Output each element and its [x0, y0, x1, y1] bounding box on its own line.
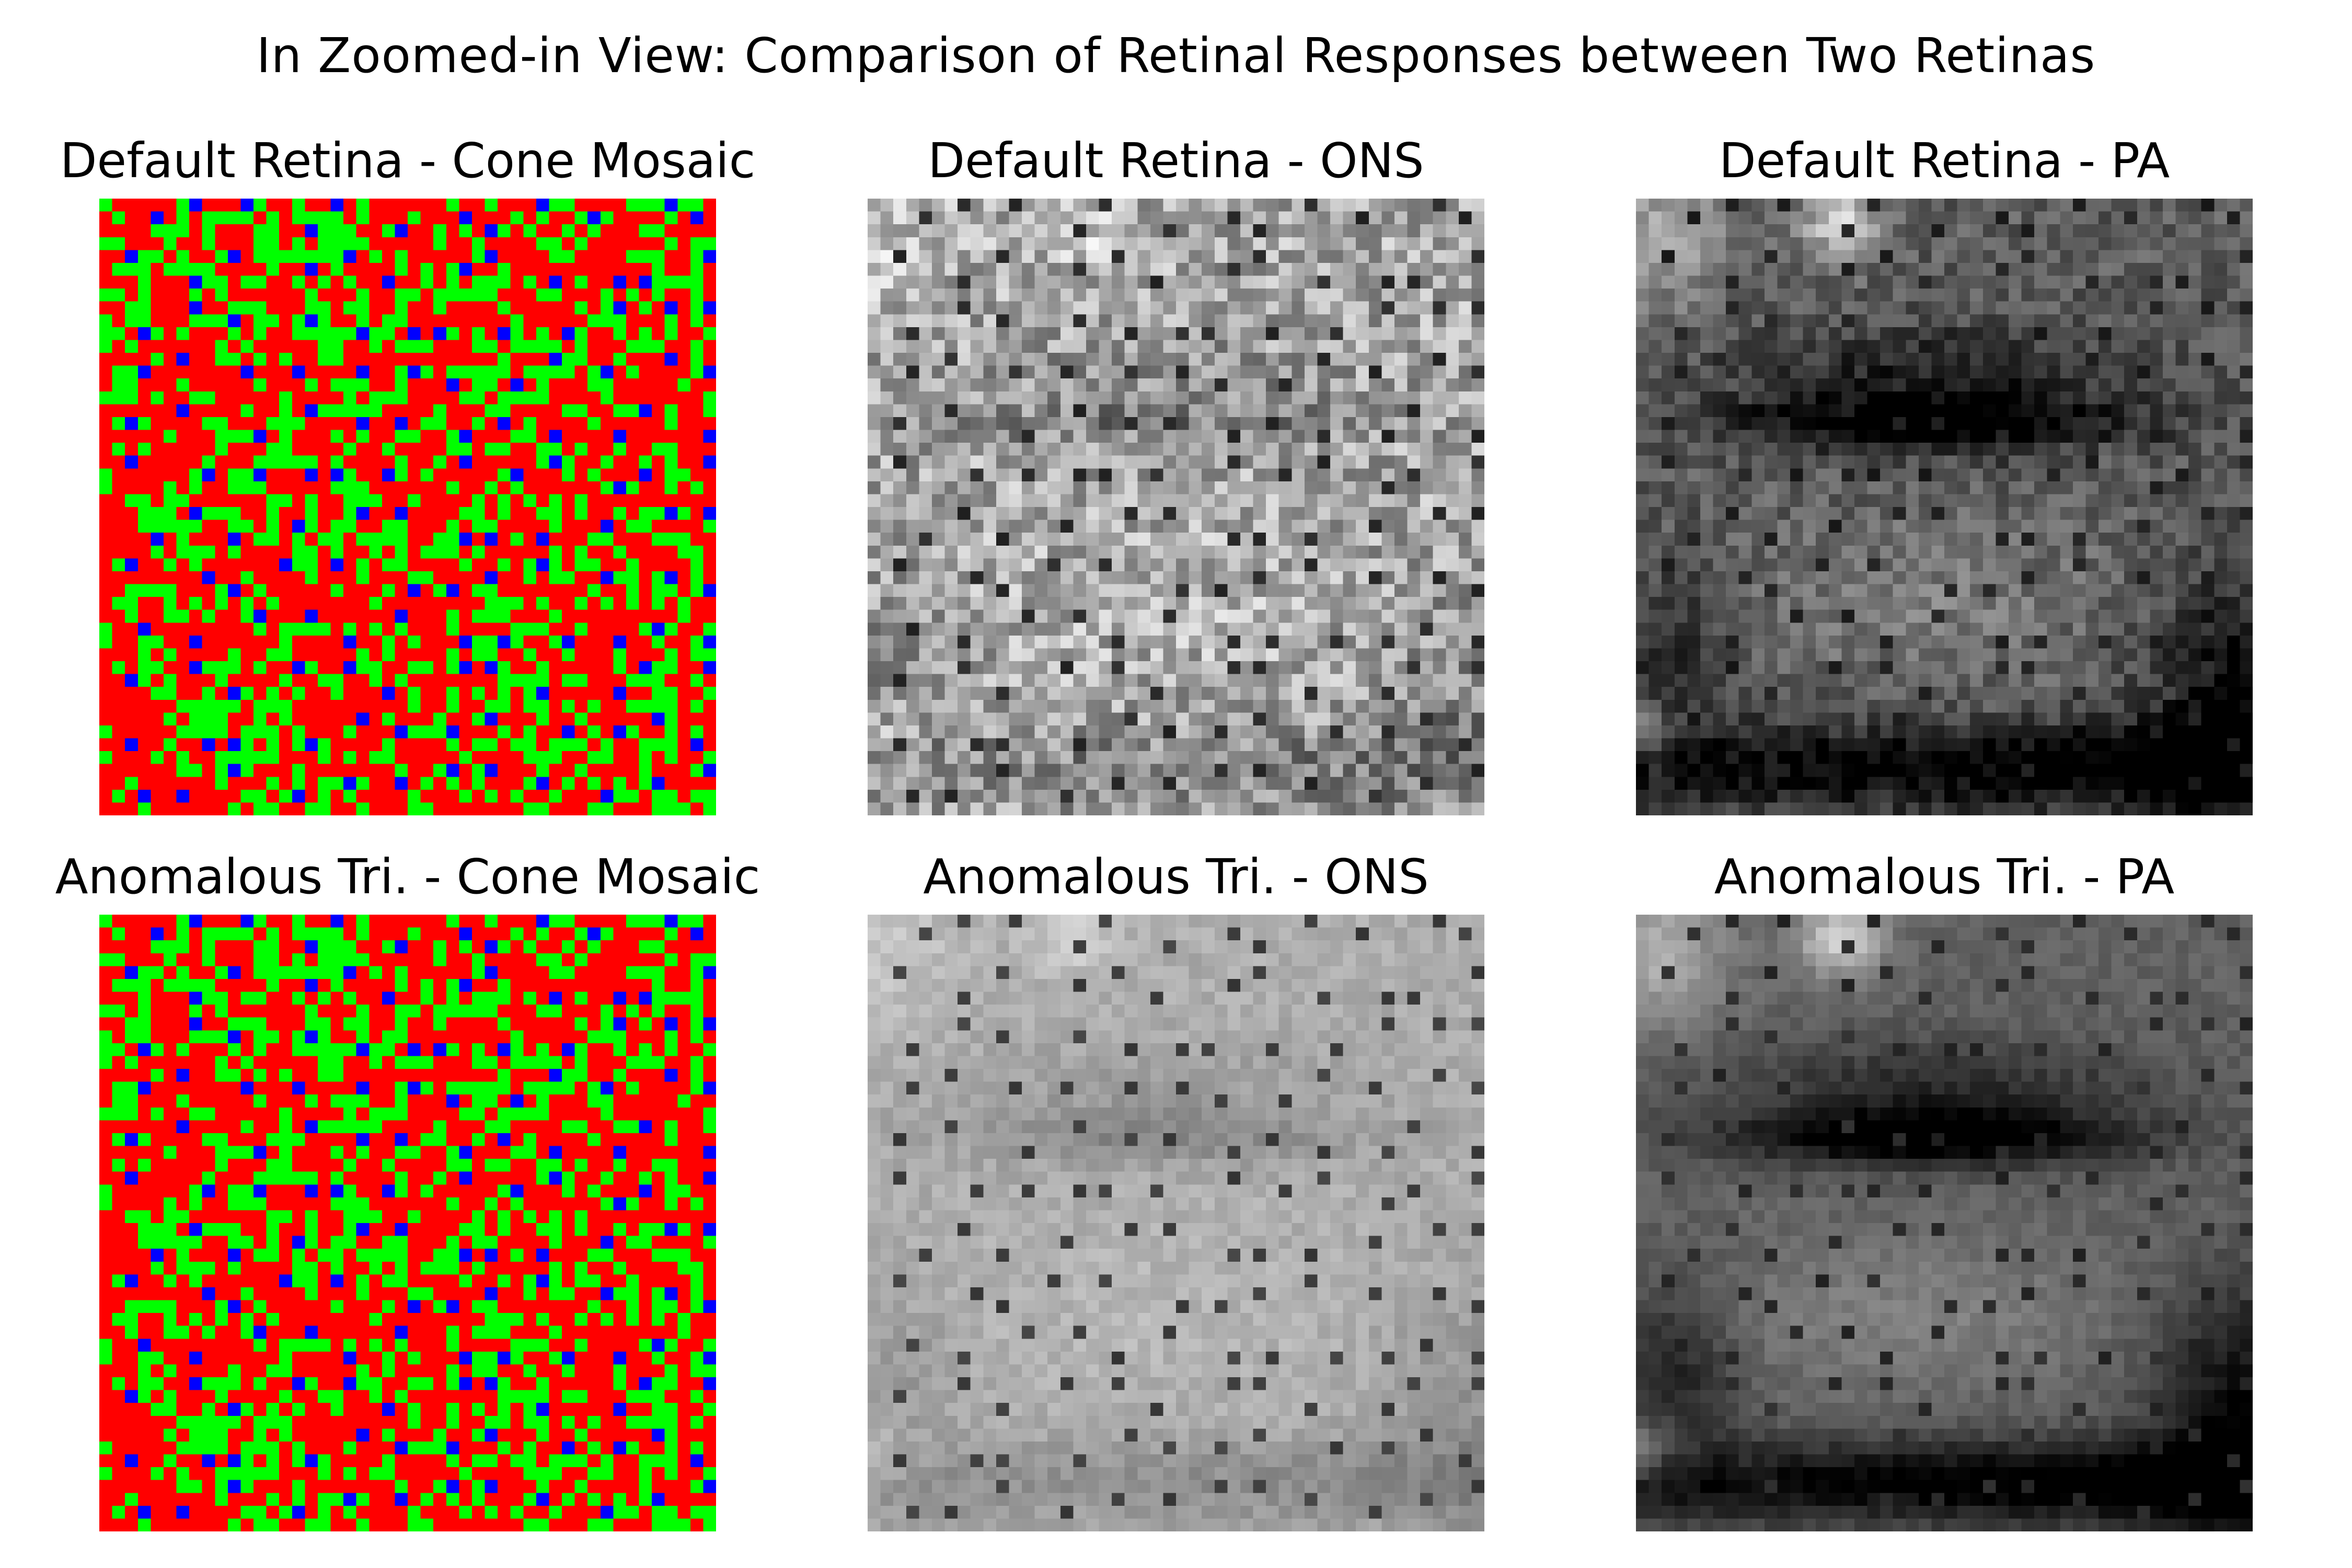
ons-response-image: [868, 915, 1484, 1531]
panel-label: Default Retina - PA: [1719, 133, 2170, 189]
panel-label: Anomalous Tri. - Cone Mosaic: [55, 849, 760, 905]
panel-label: Anomalous Tri. - ONS: [923, 849, 1429, 905]
pa-response-image: [1636, 915, 2253, 1531]
panel-label: Anomalous Tri. - PA: [1714, 849, 2175, 905]
cone-mosaic-image: [99, 915, 716, 1531]
figure-title: In Zoomed-in View: Comparison of Retinal…: [256, 28, 2096, 84]
cone-mosaic-image: [99, 199, 716, 815]
pa-response-image: [1636, 199, 2253, 815]
panel-label: Default Retina - Cone Mosaic: [60, 133, 756, 189]
ons-response-image: [868, 199, 1484, 815]
panel-label: Default Retina - ONS: [928, 133, 1424, 189]
